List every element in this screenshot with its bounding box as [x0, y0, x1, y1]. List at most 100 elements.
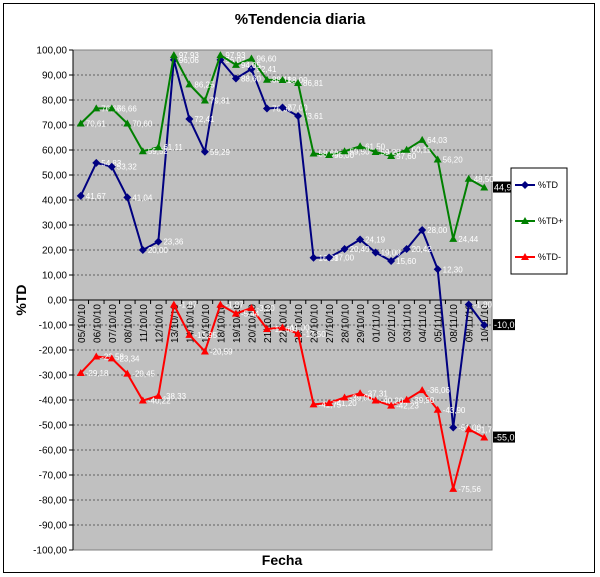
- data-point: [185, 114, 194, 123]
- data-point: [464, 300, 473, 309]
- data-point: [138, 396, 147, 404]
- data-point: [123, 193, 132, 202]
- x-tick-label: 14/10/10: [185, 304, 196, 343]
- legend-marker: [521, 253, 529, 260]
- data-point: [433, 405, 442, 413]
- y-tick-label: -90,00: [39, 521, 68, 532]
- data-label: -29,45: [132, 370, 155, 379]
- data-point: [76, 191, 85, 200]
- y-tick-label: 80,00: [42, 96, 67, 107]
- data-label: -36,06: [427, 386, 450, 395]
- x-tick-label: 26/10/10: [310, 304, 321, 343]
- y-tick-label: 10,00: [42, 271, 67, 282]
- data-point: [262, 75, 271, 83]
- data-point: [107, 354, 116, 362]
- data-point: [402, 395, 411, 403]
- data-label: 94,05: [241, 61, 262, 70]
- data-label: 77,00: [288, 104, 309, 113]
- x-tick-label: 11/10/10: [139, 304, 150, 343]
- data-label: -41,20: [334, 399, 357, 408]
- chart-title: %Tendencia diaria: [235, 11, 366, 28]
- data-point: [464, 174, 473, 182]
- data-point: [216, 300, 225, 308]
- data-label: 92,41: [256, 65, 277, 74]
- data-point: [169, 300, 178, 308]
- data-point: [449, 234, 458, 242]
- legend-label: %TD: [538, 180, 559, 190]
- data-label: -39,00: [350, 394, 373, 403]
- data-point: [138, 246, 147, 254]
- data-point: [356, 235, 365, 244]
- data-label: 57,60: [396, 152, 417, 161]
- data-point: [185, 330, 194, 338]
- x-axis-title: Fecha: [262, 552, 303, 568]
- data-point: [294, 329, 303, 337]
- data-label: 59,52: [148, 147, 169, 156]
- data-label: -75,56: [458, 485, 481, 494]
- data-point: [262, 325, 271, 332]
- data-point: [76, 368, 85, 376]
- y-tick-label: 50,00: [42, 171, 67, 182]
- data-label: 61,50: [365, 142, 386, 151]
- x-tick-label: 02/11/10: [387, 304, 398, 343]
- data-label: 72,41: [194, 115, 215, 124]
- data-label: 24,19: [365, 236, 386, 245]
- data-label: -39,90: [412, 396, 435, 405]
- data-label: 96,60: [256, 55, 277, 64]
- data-point: [278, 76, 287, 83]
- data-label: -13,95: [194, 331, 217, 340]
- data-label: 20,40: [350, 245, 371, 254]
- x-tick-label: 29/10/10: [356, 304, 367, 343]
- data-label: -29,18: [86, 369, 109, 378]
- y-tick-label: -80,00: [39, 496, 68, 507]
- x-tick-label: 07/10/10: [108, 304, 119, 343]
- data-label: 58,00: [334, 151, 355, 160]
- data-point: [247, 304, 256, 311]
- y-tick-label: -20,00: [39, 346, 68, 357]
- y-tick-label: -40,00: [39, 396, 68, 407]
- data-label: -10,05: [494, 320, 520, 330]
- data-label: 17,00: [334, 254, 355, 263]
- data-label: -40,22: [148, 397, 171, 406]
- data-point: [480, 321, 489, 330]
- y-tick-label: 60,00: [42, 146, 67, 157]
- data-label: 88,60: [241, 75, 262, 84]
- data-label: 20,42: [412, 245, 433, 254]
- y-tick-label: -30,00: [39, 371, 68, 382]
- y-tick-label: 100,00: [36, 46, 67, 57]
- data-label: 59,50: [350, 147, 371, 156]
- x-tick-label: 18/10/10: [216, 304, 227, 343]
- data-point: [107, 104, 116, 112]
- data-point: [231, 309, 240, 317]
- data-label: 28,00: [427, 226, 448, 235]
- y-tick-label: 70,00: [42, 121, 67, 132]
- data-point: [309, 253, 318, 262]
- x-tick-label: 01/11/10: [372, 304, 383, 343]
- y-tick-label: 40,00: [42, 196, 67, 207]
- data-point: [340, 393, 349, 401]
- data-label: -11,00: [288, 324, 311, 333]
- data-point: [107, 162, 116, 171]
- x-tick-label: 25/10/10: [294, 304, 305, 343]
- x-tick-label: 13/10/10: [170, 304, 181, 343]
- data-label: 96,03: [225, 56, 246, 65]
- data-point: [278, 323, 287, 331]
- data-point: [154, 391, 163, 399]
- data-point: [231, 74, 240, 83]
- data-label: 70,60: [132, 120, 153, 129]
- data-point: [402, 145, 411, 153]
- y-tick-label: -50,00: [39, 421, 68, 432]
- data-label: -13,50: [303, 330, 326, 339]
- data-point: [247, 54, 256, 62]
- x-tick-label: 21/10/10: [263, 304, 274, 343]
- data-point: [418, 386, 427, 394]
- data-label: -40,20: [381, 397, 404, 406]
- data-point: [371, 148, 380, 155]
- data-point: [294, 78, 303, 86]
- data-point: [371, 396, 380, 404]
- data-point: [464, 425, 473, 433]
- data-label: 44,98: [494, 183, 517, 193]
- data-point: [231, 60, 240, 68]
- data-label: 76,66: [117, 104, 138, 113]
